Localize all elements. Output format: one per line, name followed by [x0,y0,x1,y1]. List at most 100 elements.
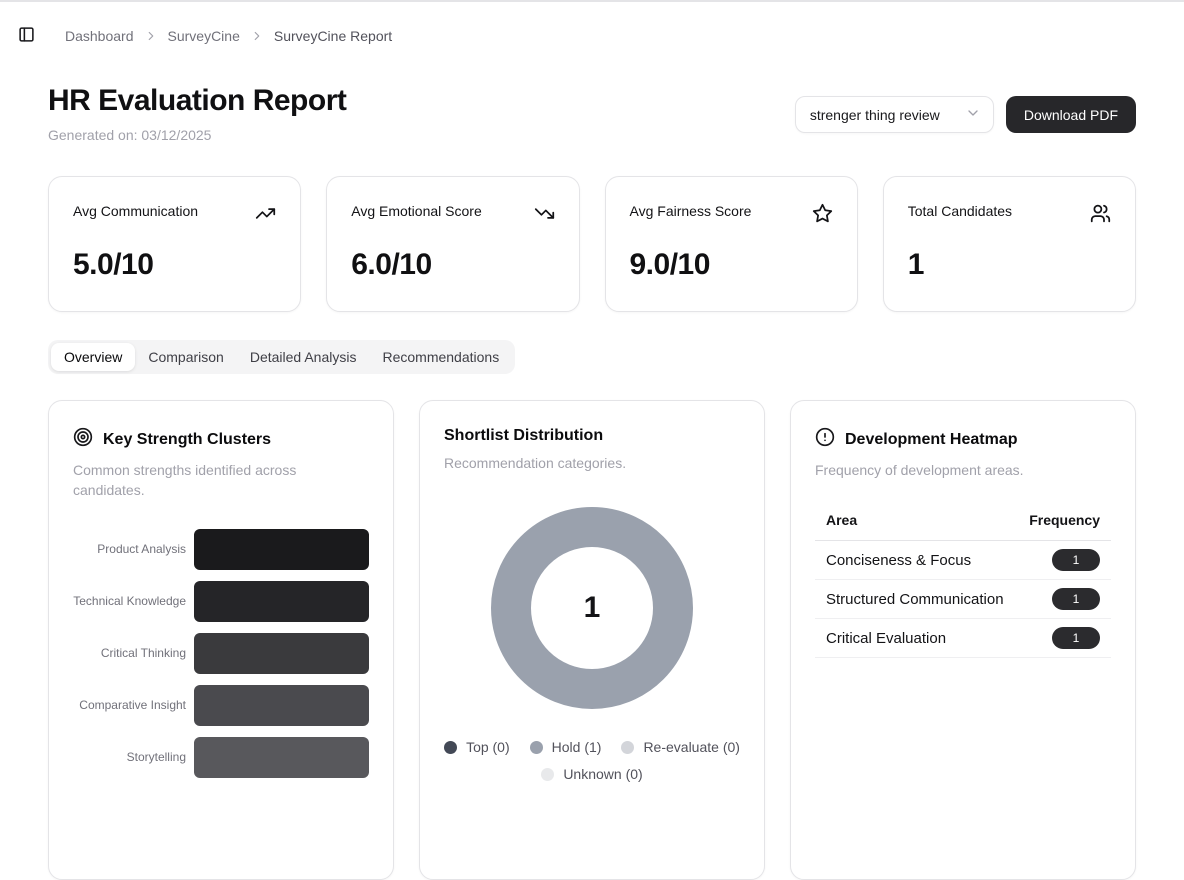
bar-track [194,684,369,726]
legend-label: Unknown (0) [563,766,643,783]
page-title: HR Evaluation Report [48,84,347,117]
bar-label: Critical Thinking [100,645,186,660]
heatmap-area: Structured Communication [826,590,1004,608]
shortlist-subtitle: Recommendation categories. [444,455,627,471]
stat-card-header: Total Candidates [908,203,1111,224]
strengths-title: Key Strength Clusters [103,430,272,448]
shortlist-donut-chart: 1 [444,506,740,710]
stat-value: 6.0/10 [351,248,432,281]
stat-label: Avg Fairness Score [629,203,752,219]
tab-recommendations[interactable]: Recommendations [369,343,512,371]
bar-label: Storytelling [126,749,186,764]
generated-date: Generated on: 03/12/2025 [48,127,212,143]
frequency-badge: 1 [1052,549,1100,572]
stat-card: Avg Emotional Score 6.0/10 [326,176,580,312]
donut-svg [491,507,693,710]
stat-value: 9.0/10 [629,248,711,281]
bar-track [194,632,369,674]
frequency-badge: 1 [1052,588,1100,611]
bar [194,580,369,622]
star-icon [812,203,833,224]
heatmap-subtitle: Frequency of development areas. [815,462,1024,478]
heatmap-col-frequency: Frequency [1029,512,1100,529]
table-row: Structured Communication 1 [815,580,1111,620]
donut-legend: Top (0) Hold (1) Re-evaluate (0) Unknown… [444,739,740,782]
table-row: Conciseness & Focus 1 [815,541,1111,581]
heatmap-area: Critical Evaluation [826,629,947,647]
breadcrumb-item[interactable]: Dashboard [65,28,134,44]
bar-track [194,580,369,622]
donut-segment-hold [491,507,693,710]
heatmap-area: Conciseness & Focus [826,551,972,569]
breadcrumb-item[interactable]: SurveyCine [167,28,240,44]
legend-dot [444,740,458,754]
stat-card: Avg Communication 5.0/10 [48,176,302,312]
strengths-subtitle: Common strengths identified across candi… [73,462,297,499]
stat-value: 1 [907,248,925,281]
stats-row: Avg Communication 5.0/10 Avg Emotional S… [0,176,1184,312]
bar-label: Technical Knowledge [73,593,186,608]
bar [194,528,369,570]
stat-label: Avg Emotional Score [351,203,482,219]
tab-comparison[interactable]: Comparison [135,343,236,371]
bar-row: Technical Knowledge [73,580,369,622]
bar-track [194,736,369,778]
tab-detailed-analysis[interactable]: Detailed Analysis [237,343,370,371]
bar-row: Storytelling [73,736,369,778]
panels-row: Key Strength Clusters Common strengths i… [0,400,1184,880]
heatmap-title-row: Development Heatmap [815,427,1111,452]
chevron-down-icon [965,105,981,124]
bar-track [194,528,369,570]
review-select[interactable]: strenger thing review [794,96,994,133]
shortlist-distribution-panel: Shortlist Distribution Recommendation ca… [419,400,765,880]
development-heatmap-panel: Development Heatmap Frequency of develop… [790,400,1136,880]
table-row: Critical Evaluation 1 [815,619,1111,659]
legend-dot [529,740,543,754]
legend-label: Re-evaluate (0) [643,739,740,756]
key-strength-clusters-panel: Key Strength Clusters Common strengths i… [48,400,394,880]
download-pdf-button[interactable]: Download PDF [1005,96,1136,133]
strengths-title-row: Key Strength Clusters [73,427,369,452]
stat-label: Avg Communication [73,203,199,219]
heatmap-col-area: Area [826,512,858,529]
sidebar-toggle-button[interactable] [18,26,35,46]
tab-overview[interactable]: Overview [51,343,136,371]
legend-label: Hold (1) [551,739,602,756]
bar-label: Product Analysis [97,541,186,556]
header-toolbar: strenger thing review Download PDF [794,96,1136,133]
stat-card: Total Candidates 1 [882,176,1136,312]
bar [194,684,369,726]
legend-item: Re-evaluate (0) [621,739,740,755]
stat-card-header: Avg Communication [73,203,276,224]
legend-dot [621,740,635,754]
page-header: HR Evaluation Report Generated on: 03/12… [0,84,1184,143]
shortlist-title: Shortlist Distribution [444,427,604,444]
breadcrumb-item: SurveyCine Report [273,28,393,44]
shortlist-title-row: Shortlist Distribution [444,427,740,445]
trending-up-icon [255,203,276,224]
stat-card: Avg Fairness Score 9.0/10 [604,176,858,312]
review-select-value: strenger thing review [809,106,940,123]
heatmap-title: Development Heatmap [845,430,1018,448]
stat-label: Total Candidates [907,203,1013,219]
donut-center-value: 1 [583,591,601,625]
legend-item: Top (0) [444,739,510,755]
chevron-right-icon [250,29,264,43]
legend-label: Top (0) [466,739,510,756]
stat-card-header: Avg Emotional Score [351,203,554,224]
heatmap-table-header: Area Frequency [815,506,1111,542]
strength-bar-chart: Product Analysis Technical Knowledge Cri… [73,528,369,778]
bar-row: Product Analysis [73,528,369,570]
bar-row: Comparative Insight [73,684,369,726]
alert-circle-icon [815,427,835,452]
frequency-badge: 1 [1052,627,1100,650]
heatmap-table: Area Frequency Conciseness & Focus 1 Str… [815,506,1111,659]
target-icon [73,427,93,452]
legend-dot [541,767,555,781]
tabs-bar: Overview Comparison Detailed Analysis Recom… [48,340,516,374]
top-bar: Dashboard SurveyCine SurveyCine Report [0,2,1184,46]
bar-label: Comparative Insight [79,697,186,712]
users-icon [1090,203,1111,224]
stat-value: 5.0/10 [73,248,154,281]
legend-item: Unknown (0) [541,766,643,783]
